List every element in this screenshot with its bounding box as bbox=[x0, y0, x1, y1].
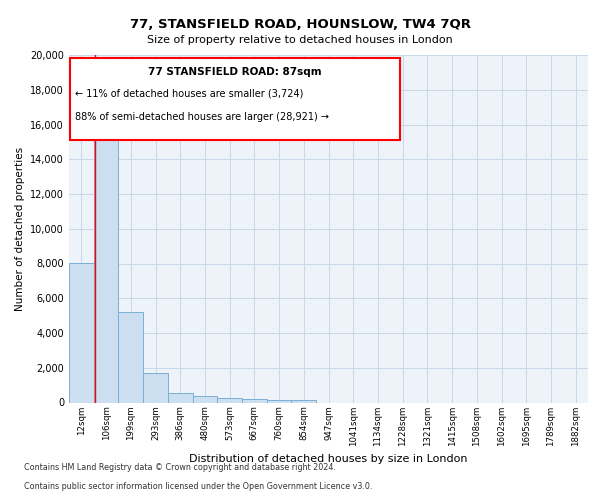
Bar bbox=[193, 396, 217, 402]
X-axis label: Distribution of detached houses by size in London: Distribution of detached houses by size … bbox=[189, 454, 468, 464]
Bar bbox=[118, 312, 143, 402]
Text: 88% of semi-detached houses are larger (28,921) →: 88% of semi-detached houses are larger (… bbox=[75, 112, 329, 122]
Bar bbox=[168, 393, 193, 402]
Bar bbox=[242, 399, 267, 402]
Text: Contains public sector information licensed under the Open Government Licence v3: Contains public sector information licen… bbox=[24, 482, 373, 491]
Bar bbox=[217, 398, 242, 402]
Bar bbox=[292, 400, 316, 402]
Text: Contains HM Land Registry data © Crown copyright and database right 2024.: Contains HM Land Registry data © Crown c… bbox=[24, 464, 336, 472]
Bar bbox=[267, 400, 292, 402]
Text: Size of property relative to detached houses in London: Size of property relative to detached ho… bbox=[147, 35, 453, 45]
FancyBboxPatch shape bbox=[70, 58, 400, 140]
Text: 77, STANSFIELD ROAD, HOUNSLOW, TW4 7QR: 77, STANSFIELD ROAD, HOUNSLOW, TW4 7QR bbox=[130, 18, 470, 30]
Bar bbox=[69, 262, 94, 402]
Y-axis label: Number of detached properties: Number of detached properties bbox=[15, 146, 25, 311]
Text: ← 11% of detached houses are smaller (3,724): ← 11% of detached houses are smaller (3,… bbox=[75, 88, 304, 98]
Bar bbox=[143, 373, 168, 402]
Bar bbox=[94, 121, 118, 402]
Text: 77 STANSFIELD ROAD: 87sqm: 77 STANSFIELD ROAD: 87sqm bbox=[148, 67, 322, 77]
